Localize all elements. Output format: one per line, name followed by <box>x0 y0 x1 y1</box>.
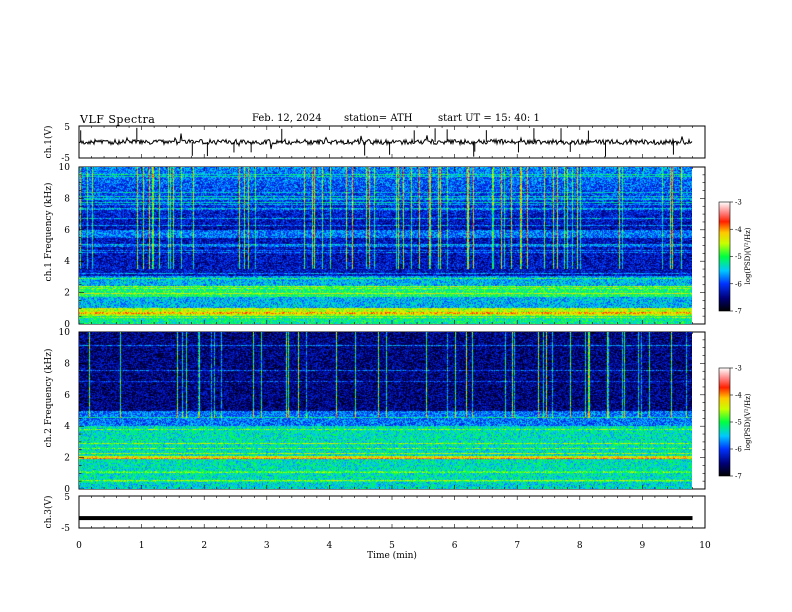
freq-tick-label: 4 <box>64 257 70 267</box>
ch3-ylabel: ch.3(V) <box>43 496 54 529</box>
time-tick-label: 2 <box>201 541 207 551</box>
ch1-spectrogram-panel: 0 2 4 6 8 10 ch.1 Frequency (kHz) <box>43 163 706 330</box>
time-tick-label: 4 <box>327 541 333 551</box>
time-axis-tick-labels: 0 1 2 3 4 5 6 7 8 9 10 <box>76 541 711 551</box>
station-label: station= ATH <box>344 113 413 124</box>
ch2-spectrogram-panel: 0 2 4 6 8 10 ch.2 Frequency (kHz) <box>43 328 706 495</box>
freq-tick-label: 0 <box>64 320 70 330</box>
colorbar-tick-label: -6 <box>735 446 742 454</box>
freq-tick-label: 6 <box>64 391 70 401</box>
time-tick-label: 1 <box>139 541 145 551</box>
colorbar-tick-label: -4 <box>735 392 742 400</box>
ch2-colorbar-label: log(PSD)(V²/Hz) <box>744 393 752 450</box>
spectrogram-raster <box>79 167 692 324</box>
colorbar-tick-label: -5 <box>735 253 742 261</box>
colorbar-tick-label: -3 <box>735 365 742 373</box>
time-tick-label: 10 <box>699 541 711 551</box>
time-tick-label: 0 <box>76 541 82 551</box>
ch2-colorbar-ticks: -3 -4 -5 -6 -7 <box>730 365 742 481</box>
freq-tick-label: 2 <box>64 454 70 464</box>
ch1-colorbar-ticks: -3 -4 -5 -6 -7 <box>730 199 742 316</box>
colorbar-tick-label: -3 <box>735 199 742 207</box>
time-tick-label: 9 <box>640 541 646 551</box>
ch2-spec-ytick-labels: 0 2 4 6 8 10 <box>59 328 71 495</box>
colorbar-tick-label: -7 <box>735 473 742 481</box>
freq-tick-label: 8 <box>64 359 70 369</box>
date-label: Feb. 12, 2024 <box>252 113 322 124</box>
time-tick-label: 3 <box>264 541 270 551</box>
ch1-colorbar-gradient <box>718 201 731 312</box>
colorbar-tick-label: -5 <box>735 419 742 427</box>
start-ut-label: start UT = 15: 40: 1 <box>438 113 540 124</box>
ch3-waveform-line <box>79 516 693 521</box>
ch1-waveform-line <box>78 133 693 150</box>
freq-tick-label: 0 <box>64 485 70 495</box>
ch1-spectrogram-image <box>79 167 692 324</box>
time-tick-label: 8 <box>577 541 583 551</box>
ch2-spectrogram-image <box>79 332 692 489</box>
ch3-ytick-bottom: -5 <box>61 524 70 534</box>
freq-tick-label: 4 <box>64 422 70 432</box>
ch1-spec-ytick-labels: 0 2 4 6 8 10 <box>59 163 71 330</box>
colorbar-tick-label: -7 <box>735 308 742 316</box>
spectrogram-raster <box>79 332 692 489</box>
ch1-ylabel: ch.1(V) <box>43 126 54 159</box>
chart-title: VLF Spectra <box>80 113 156 126</box>
freq-tick-label: 10 <box>59 163 71 173</box>
ch2-spec-ylabel: ch.2 Frequency (kHz) <box>43 349 54 448</box>
ch1-ytick-top: 5 <box>64 123 70 133</box>
freq-tick-label: 6 <box>64 226 70 236</box>
ch1-panel: 5 -5 ch.1(V) <box>43 123 706 164</box>
ch3-frame <box>78 495 706 529</box>
ch3-ytick-top: 5 <box>64 493 70 503</box>
ch1-spec-ylabel: ch.1 Frequency (kHz) <box>43 183 54 282</box>
ch2-spec-ticks <box>78 331 706 490</box>
freq-tick-label: 8 <box>64 194 70 204</box>
colorbar-tick-label: -4 <box>735 226 742 234</box>
ch1-colorbar: -3 -4 -5 -6 -7 log(PSD)(V²/Hz) <box>718 199 752 316</box>
time-tick-label: 6 <box>452 541 458 551</box>
ch2-colorbar: -3 -4 -5 -6 -7 log(PSD)(V²/Hz) <box>718 365 752 481</box>
ch1-spec-ticks <box>78 166 706 325</box>
ch1-ytick-bottom: -5 <box>61 154 70 164</box>
freq-tick-label: 2 <box>64 289 70 299</box>
freq-tick-label: 10 <box>59 328 71 338</box>
ch3-time-ticks <box>78 496 706 528</box>
ch1-time-ticks <box>78 126 706 158</box>
ch1-colorbar-label: log(PSD)(V²/Hz) <box>744 227 752 284</box>
time-axis-label: Time (min) <box>367 550 417 561</box>
ch3-panel: 5 -5 ch.3(V) 0 1 2 3 4 5 6 7 8 9 10 Time (min) <box>43 493 711 561</box>
colorbar-tick-label: -6 <box>735 280 742 288</box>
time-tick-label: 5 <box>389 541 395 551</box>
time-tick-label: 7 <box>514 541 520 551</box>
ch2-colorbar-gradient <box>718 367 731 477</box>
